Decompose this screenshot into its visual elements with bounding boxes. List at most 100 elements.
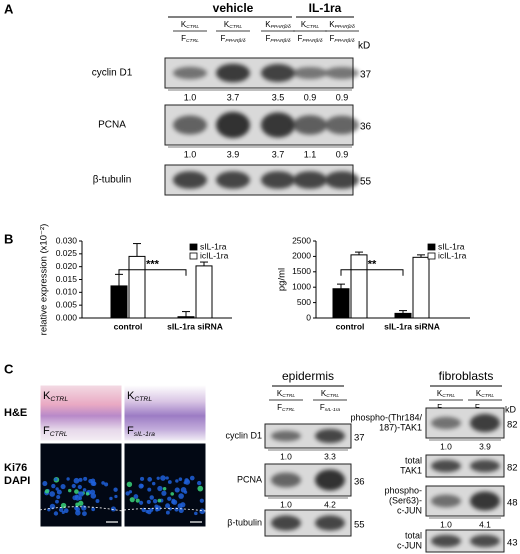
band xyxy=(431,459,461,473)
nucleus xyxy=(199,508,206,515)
band xyxy=(470,413,500,433)
band xyxy=(315,428,345,444)
label-main: K xyxy=(43,390,51,402)
nucleus xyxy=(160,475,166,481)
bar xyxy=(195,265,213,319)
band xyxy=(271,515,301,531)
bar xyxy=(177,316,195,319)
nucleus xyxy=(149,495,154,500)
nucleus xyxy=(167,496,172,501)
blot-label: β-tubulin xyxy=(93,175,132,186)
label-main: K xyxy=(329,20,335,29)
nucleus xyxy=(55,487,59,491)
label-main: K xyxy=(181,20,187,29)
blot-label: PCNA xyxy=(237,474,262,484)
blot-label: TAK1 xyxy=(400,465,422,475)
y-tick-label: 0.015 xyxy=(56,274,78,284)
band xyxy=(173,171,207,189)
label-sub: PPARβ/δ xyxy=(335,24,355,30)
nucleus xyxy=(83,476,88,481)
blot-label: β-tubulin xyxy=(227,517,262,527)
nucleus xyxy=(156,476,160,480)
nucleus xyxy=(49,503,56,510)
nucleus xyxy=(82,488,87,492)
nucleus xyxy=(78,491,84,497)
nucleus xyxy=(155,505,162,512)
y-tick-label: 1500 xyxy=(292,266,311,276)
nucleus xyxy=(197,485,204,492)
bar xyxy=(110,285,128,319)
nucleus xyxy=(157,498,162,503)
nucleus xyxy=(194,511,198,516)
quant-value: 3.5 xyxy=(272,92,285,102)
sub-label: FCTRL xyxy=(277,403,295,413)
kd-value: 37 xyxy=(354,433,365,444)
band xyxy=(271,430,301,442)
nucleus xyxy=(167,480,172,484)
blot-label: PCNA xyxy=(98,120,126,131)
quant-value: 4.1 xyxy=(479,519,491,529)
label-main: F xyxy=(221,34,226,43)
nucleus xyxy=(53,511,59,516)
nucleus xyxy=(149,507,154,512)
blot-label: 187)-TAK1 xyxy=(379,422,422,432)
quant-value: 1.0 xyxy=(440,519,452,529)
quant-value: 3.3 xyxy=(324,451,336,461)
sub-label: FPPARβ/δ xyxy=(221,34,246,44)
sub-label: KCTRL xyxy=(301,20,320,30)
nucleus xyxy=(133,494,139,499)
label-sub: CTRL xyxy=(186,24,199,30)
nucleus xyxy=(74,495,81,501)
kd-value: 37 xyxy=(360,70,372,81)
nucleus xyxy=(60,483,66,490)
kd-value: 82 xyxy=(507,420,518,431)
sub-label: FCTRL xyxy=(43,425,68,438)
legend-label: sIL-1ra xyxy=(200,241,227,251)
label-sub: CTRL xyxy=(134,396,152,403)
basement-line xyxy=(123,507,207,512)
section-title: epidermis xyxy=(282,369,334,383)
nucleus xyxy=(49,491,56,497)
x-tick-label: control xyxy=(114,321,143,331)
label-main: F xyxy=(127,425,134,437)
label-sub: CTRL xyxy=(481,393,494,399)
sub-label: FsIL-1ra xyxy=(320,403,341,413)
nucleus xyxy=(78,500,84,506)
kd-value: 55 xyxy=(354,520,365,531)
sub-label: KCTRL xyxy=(127,390,152,403)
nucleus xyxy=(101,481,105,485)
nucleus xyxy=(56,489,62,495)
sub-label: FsIL-1ra xyxy=(127,425,155,438)
nucleus xyxy=(104,482,109,487)
nucleus xyxy=(165,510,170,515)
bar xyxy=(412,256,430,319)
nucleus xyxy=(162,487,167,491)
label-sub: PPARβ/δ xyxy=(271,24,291,30)
label-sub: CTRL xyxy=(282,393,295,399)
blot-label: c-JUN xyxy=(397,540,422,550)
stain-label: H&E xyxy=(4,407,27,419)
nucleus xyxy=(51,483,56,489)
nucleus xyxy=(44,489,50,494)
label-main: K xyxy=(321,389,327,398)
nucleus xyxy=(82,511,87,517)
legend-label: icIL-1ra xyxy=(438,250,467,260)
nucleus xyxy=(68,488,72,493)
nucleus xyxy=(196,480,202,486)
nucleus xyxy=(165,503,171,509)
sub-label: KCTRL xyxy=(437,389,456,399)
nucleus xyxy=(109,496,113,501)
nucleus xyxy=(73,477,80,484)
label-main: F xyxy=(298,34,303,43)
y-axis-label: relative expression (x10⁻²) xyxy=(39,224,50,336)
label-sub: sIL-1ra xyxy=(325,407,341,413)
nucleus xyxy=(145,509,149,514)
band xyxy=(216,63,250,83)
legend-swatch xyxy=(189,252,198,260)
nucleus xyxy=(199,498,204,503)
nucleus xyxy=(174,507,179,512)
band xyxy=(470,534,500,548)
band xyxy=(470,491,500,511)
nucleus xyxy=(135,498,140,503)
quant-value: 3.7 xyxy=(272,149,285,159)
